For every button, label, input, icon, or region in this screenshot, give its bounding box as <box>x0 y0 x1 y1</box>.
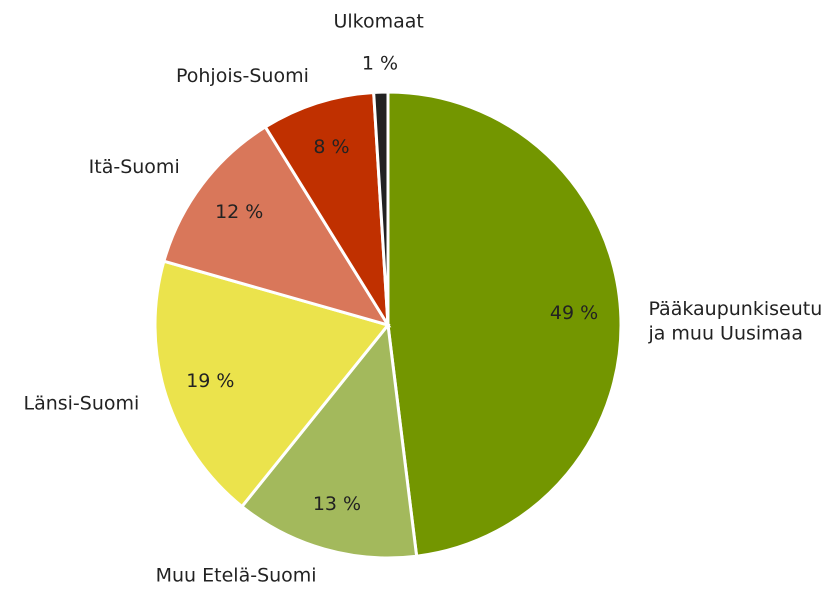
pie-slice <box>263 90 390 326</box>
category-label: Länsi-Suomi <box>23 393 139 415</box>
value-label: 8 % <box>313 136 349 158</box>
category-label: Ulkomaat <box>333 11 423 33</box>
value-label: 49 % <box>550 302 598 324</box>
pie-slice <box>153 259 391 509</box>
category-label: Pohjois-Suomi <box>176 65 309 87</box>
category-label: Pääkaupunkiseutu ja muu Uusimaa <box>647 297 822 344</box>
pie-slice <box>162 124 392 328</box>
pie-slice <box>386 90 623 558</box>
pie-slice <box>239 321 419 560</box>
value-label: 13 % <box>313 493 361 515</box>
category-label: Itä-Suomi <box>89 156 180 178</box>
pie-slice <box>372 90 390 326</box>
value-label: 19 % <box>186 370 234 392</box>
value-label: 1 % <box>362 53 398 75</box>
value-label: 12 % <box>215 201 263 223</box>
category-label: Muu Etelä-Suomi <box>156 564 317 586</box>
